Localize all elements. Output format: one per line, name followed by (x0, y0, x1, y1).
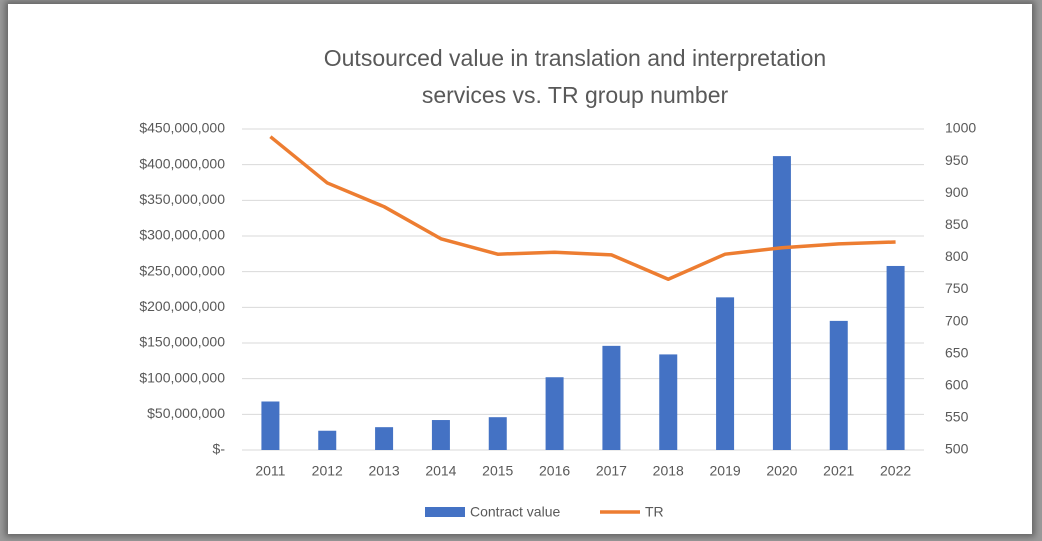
y2-tick-label: 650 (945, 344, 969, 360)
y2-tick-label: 900 (945, 184, 969, 200)
y-tick-label: $100,000,000 (139, 369, 225, 385)
bar (431, 420, 450, 450)
frame (8, 4, 1032, 534)
x-tick-label: 2020 (766, 463, 797, 479)
x-tick-label: 2016 (539, 463, 570, 479)
bar (829, 320, 848, 450)
y-tick-label: $300,000,000 (139, 227, 225, 243)
x-tick-label: 2011 (255, 463, 285, 479)
x-tick-label: 2014 (425, 463, 456, 479)
y2-tick-label: 800 (945, 248, 969, 264)
chart-title: services vs. TR group number (422, 82, 729, 108)
x-tick-label: 2012 (312, 463, 343, 479)
y-tick-label: $400,000,000 (139, 155, 225, 171)
legend-label: Contract value (470, 504, 560, 520)
x-tick-label: 2013 (369, 463, 400, 479)
y2-tick-label: 600 (945, 377, 969, 393)
bar (886, 265, 905, 450)
bar (659, 354, 678, 450)
y-tick-label: $250,000,000 (139, 262, 225, 278)
y-tick-label: $350,000,000 (139, 191, 225, 207)
y2-tick-label: 550 (945, 409, 969, 425)
bar (772, 156, 791, 450)
bar (375, 427, 394, 450)
y-tick-label: $- (213, 441, 226, 457)
x-tick-label: 2021 (823, 463, 854, 479)
legend-swatch (425, 507, 465, 517)
legend-label: TR (645, 504, 664, 520)
x-tick-label: 2015 (482, 463, 513, 479)
chart-title: Outsourced value in translation and inte… (324, 45, 826, 71)
bar (602, 345, 621, 450)
x-tick-label: 2022 (880, 463, 911, 479)
bar (261, 401, 280, 450)
y2-tick-label: 750 (945, 280, 969, 296)
bar (545, 377, 564, 450)
line (269, 135, 896, 281)
y-tick-label: $50,000,000 (147, 405, 225, 421)
bar (716, 297, 735, 450)
y2-tick-label: 500 (945, 441, 969, 457)
y-tick-label: $150,000,000 (139, 334, 225, 350)
y-tick-label: $200,000,000 (139, 298, 225, 314)
y2-tick-label: 1000 (945, 120, 976, 136)
x-tick-label: 2019 (710, 463, 741, 479)
bar (488, 417, 507, 450)
x-tick-label: 2017 (596, 463, 627, 479)
x-tick-label: 2018 (653, 463, 684, 479)
y2-tick-label: 700 (945, 312, 969, 328)
y2-tick-label: 850 (945, 216, 969, 232)
bar (318, 430, 337, 450)
y-tick-label: $450,000,000 (139, 120, 225, 136)
y2-tick-label: 950 (945, 152, 969, 168)
